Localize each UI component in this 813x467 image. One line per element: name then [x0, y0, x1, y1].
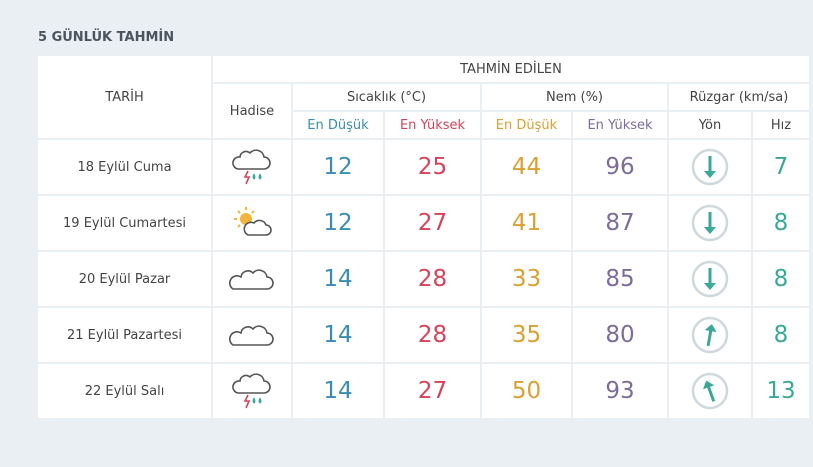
forecast-table: TARİH TAHMİN EDİLEN Hadise Sıcaklık (°C) Nem…: [38, 56, 809, 418]
wind-direction-icon: [691, 148, 729, 186]
date: 20 Eylül Pazar: [38, 252, 211, 306]
temp-max: 27: [385, 364, 480, 418]
hum-min: 50: [482, 364, 571, 418]
hum-min: 35: [482, 308, 571, 362]
date: 21 Eylül Pazartesi: [38, 308, 211, 362]
wind-direction: [669, 364, 751, 418]
date: 18 Eylül Cuma: [38, 140, 211, 194]
date: 22 Eylül Salı: [38, 364, 211, 418]
temp-max: 27: [385, 196, 480, 250]
header-wind: Rüzgar (km/sa): [669, 84, 809, 110]
hum-min: 44: [482, 140, 571, 194]
temp-min: 14: [293, 252, 383, 306]
hum-max: 85: [573, 252, 667, 306]
storm-icon: [232, 373, 271, 409]
header-temperature: Sıcaklık (°C): [293, 84, 480, 110]
sun-cloud-icon: [234, 207, 272, 236]
header-date: TARİH: [38, 56, 211, 138]
wind-direction-icon: [691, 260, 729, 298]
hum-min: 41: [482, 196, 571, 250]
event-icon: [213, 140, 291, 194]
temp-min: 12: [293, 196, 383, 250]
wind-direction: [669, 252, 751, 306]
event-icon: [213, 252, 291, 306]
header-humidity: Nem (%): [482, 84, 667, 110]
event-icon: [213, 364, 291, 418]
wind-direction: [669, 308, 751, 362]
header-hum-max: En Yüksek: [573, 112, 667, 138]
wind-direction-icon: [691, 372, 729, 410]
wind-speed: 7: [753, 140, 809, 194]
temp-min: 14: [293, 308, 383, 362]
wind-direction-icon: [691, 316, 729, 354]
storm-icon: [232, 149, 271, 185]
cloud-icon: [229, 269, 274, 290]
header-hum-min: En Düşük: [482, 112, 571, 138]
wind-speed: 13: [753, 364, 809, 418]
header-temp-min: En Düşük: [293, 112, 383, 138]
wind-speed: 8: [753, 252, 809, 306]
date: 19 Eylül Cumartesi: [38, 196, 211, 250]
section-title: 5 GÜNLÜK TAHMİN: [38, 30, 175, 45]
wind-speed: 8: [753, 196, 809, 250]
header-forecast: TAHMİN EDİLEN: [213, 56, 809, 82]
hum-max: 87: [573, 196, 667, 250]
event-icon: [213, 196, 291, 250]
header-speed: Hız: [753, 112, 809, 138]
wind-speed: 8: [753, 308, 809, 362]
wind-direction: [669, 196, 751, 250]
temp-max: 28: [385, 252, 480, 306]
hum-max: 93: [573, 364, 667, 418]
hum-max: 80: [573, 308, 667, 362]
header-direction: Yön: [669, 112, 751, 138]
wind-direction: [669, 140, 751, 194]
temp-min: 12: [293, 140, 383, 194]
temp-max: 25: [385, 140, 480, 194]
temp-max: 28: [385, 308, 480, 362]
hum-min: 33: [482, 252, 571, 306]
event-icon: [213, 308, 291, 362]
header-temp-max: En Yüksek: [385, 112, 480, 138]
header-event: Hadise: [213, 84, 291, 138]
hum-max: 96: [573, 140, 667, 194]
wind-direction-icon: [691, 204, 729, 242]
cloud-icon: [229, 325, 274, 346]
temp-min: 14: [293, 364, 383, 418]
